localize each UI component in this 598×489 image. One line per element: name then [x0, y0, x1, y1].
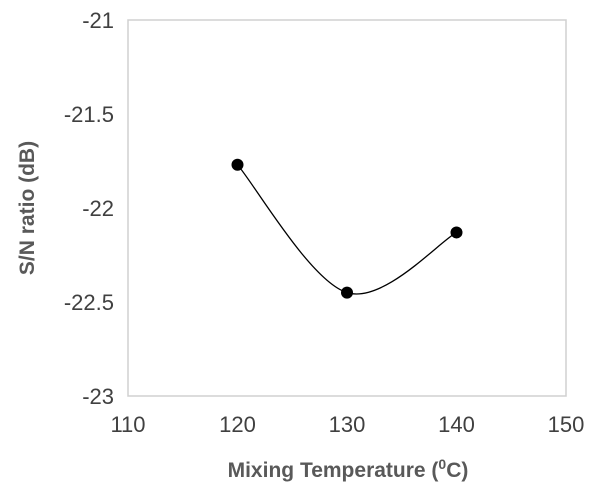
- y-tick-label: -22: [82, 196, 114, 221]
- y-tick-label: -22.5: [64, 290, 114, 315]
- x-tick-label: 110: [110, 412, 145, 437]
- series-smooth-line: [237, 164, 457, 295]
- x-tick-labels: 110 120 130 140 150: [110, 412, 584, 437]
- x-axis-title-main: Mixing Temperature (: [228, 459, 439, 482]
- y-tick-label: -21.5: [64, 102, 114, 127]
- data-point: [231, 158, 244, 171]
- data-point: [450, 226, 463, 239]
- y-tick-labels: -21 -21.5 -22 -22.5 -23: [64, 8, 114, 409]
- x-tick-label: 120: [219, 412, 256, 437]
- x-tick-label: 150: [548, 412, 585, 437]
- x-tick-label: 130: [329, 412, 366, 437]
- plot-area-border: [127, 19, 567, 397]
- y-axis-title: S/N ratio (dB): [16, 141, 39, 275]
- x-axis-title-superscript: 0: [438, 456, 446, 472]
- x-axis-title: Mixing Temperature (0C): [228, 456, 469, 482]
- series-markers: [231, 158, 463, 299]
- x-axis-title-end: C): [446, 459, 468, 482]
- data-point: [341, 286, 353, 299]
- y-tick-label: -21: [82, 8, 114, 33]
- y-tick-label: -23: [82, 384, 114, 409]
- x-tick-label: 140: [438, 412, 475, 437]
